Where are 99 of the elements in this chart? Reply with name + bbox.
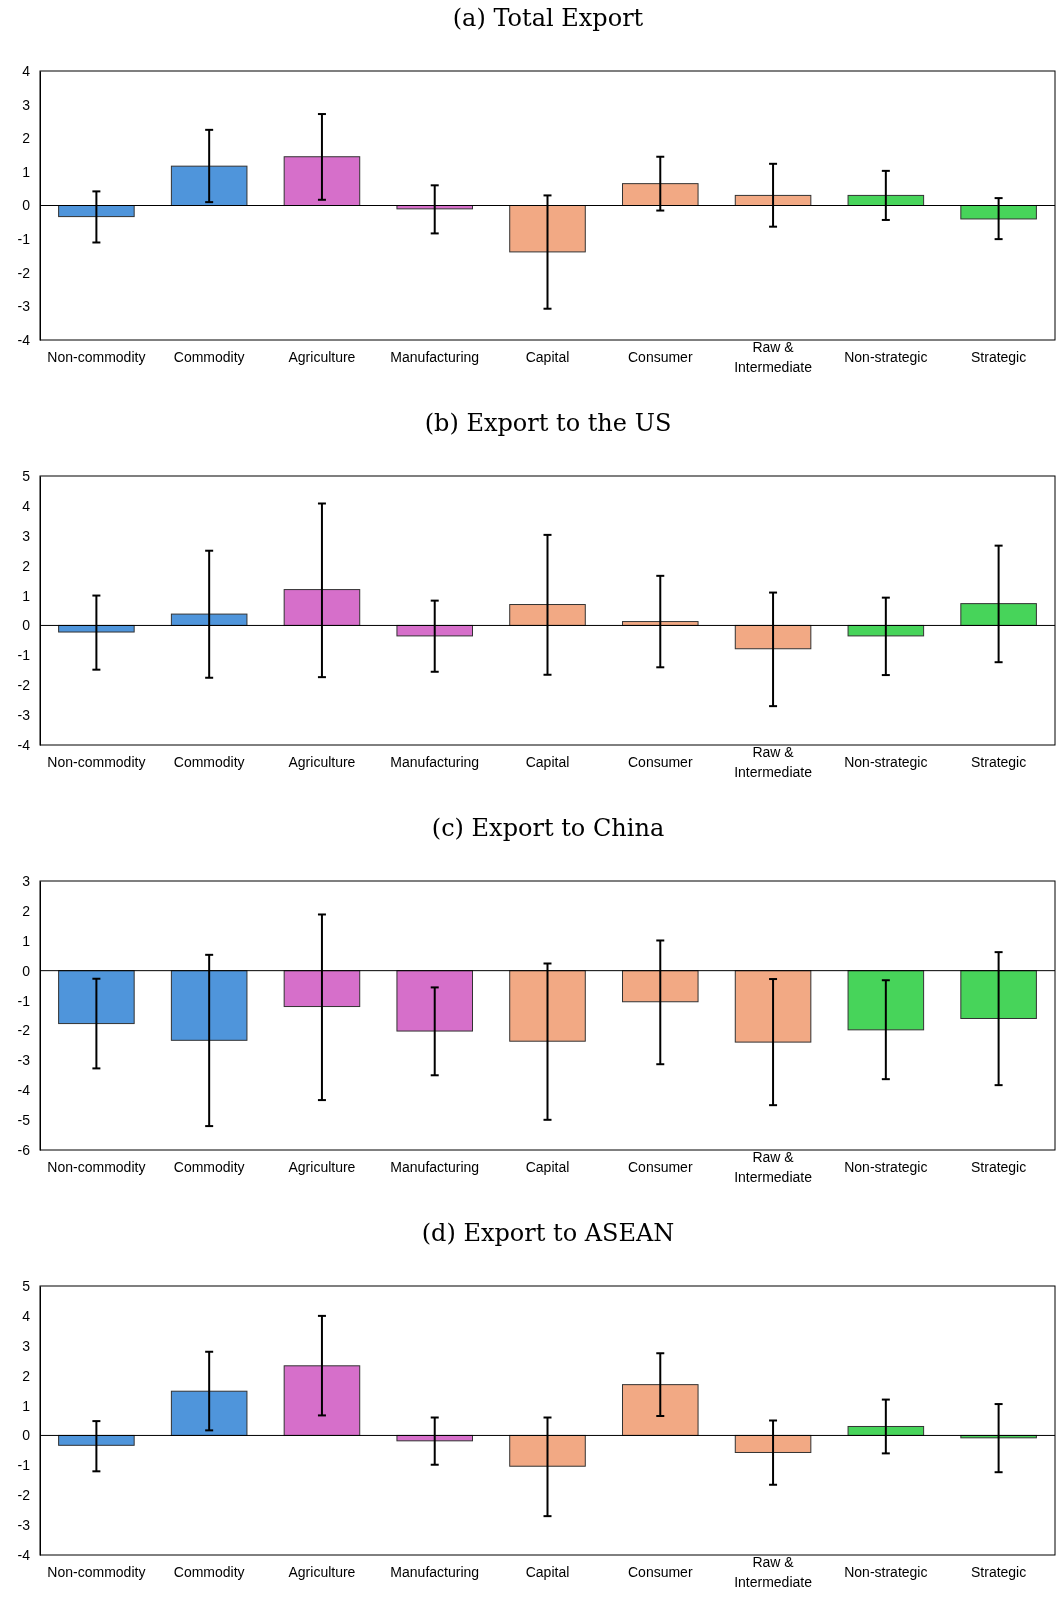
bar — [396, 624, 473, 637]
chart-title: (b) Export to the US — [424, 409, 672, 437]
y-tick-label: -1 — [17, 1457, 31, 1474]
y-tick-label: -4 — [17, 736, 31, 753]
x-tick-label: Agriculture — [288, 348, 356, 365]
x-tick-label: Commodity — [173, 1158, 245, 1175]
x-tick-label: Commodity — [173, 348, 245, 365]
x-tick-label: Raw & Intermediate — [734, 744, 813, 781]
x-tick-label: Non-strategic — [844, 348, 928, 365]
y-tick-label: -1 — [17, 647, 31, 664]
bar — [283, 1365, 361, 1436]
y-tick-label: 3 — [22, 872, 31, 889]
y-tick-label: 1 — [22, 163, 31, 180]
x-tick-label: Non-commodity — [47, 1563, 146, 1580]
bar — [396, 205, 473, 210]
x-tick-label: Manufacturing — [390, 1158, 480, 1175]
x-tick-label: Capital — [525, 1158, 570, 1175]
y-tick-label: 1 — [22, 587, 31, 604]
y-tick-label: -4 — [17, 1546, 31, 1563]
chart-title: (c) Export to China — [431, 814, 665, 842]
x-tick-label: Non-commodity — [47, 1158, 146, 1175]
bar — [622, 183, 699, 206]
x-tick-label: Strategic — [970, 753, 1027, 770]
bar — [509, 205, 586, 253]
x-tick-label: Capital — [525, 753, 570, 770]
bar — [960, 603, 1037, 626]
y-tick-label: 3 — [22, 1337, 31, 1354]
x-tick-label: Strategic — [970, 348, 1027, 365]
y-tick-label: -6 — [17, 1141, 31, 1158]
y-tick-label: -3 — [17, 707, 31, 724]
bar — [960, 205, 1037, 220]
x-tick-label: Capital — [525, 348, 570, 365]
y-tick-label: 4 — [22, 62, 31, 79]
y-tick-label: 2 — [22, 902, 31, 919]
y-tick-label: 4 — [22, 497, 31, 514]
y-tick-label: 2 — [22, 130, 31, 147]
x-tick-label: Agriculture — [288, 753, 356, 770]
y-tick-label: 2 — [22, 557, 31, 574]
x-tick-label: Non-commodity — [47, 753, 146, 770]
y-tick-label: -2 — [17, 1487, 31, 1504]
x-tick-label: Agriculture — [288, 1563, 356, 1580]
y-tick-label: 0 — [22, 962, 31, 979]
y-tick-label: -2 — [17, 677, 31, 694]
y-tick-label: -2 — [17, 264, 31, 281]
bar — [622, 1384, 699, 1436]
x-tick-label: Strategic — [970, 1158, 1027, 1175]
bar — [509, 1434, 586, 1467]
y-tick-label: -4 — [17, 331, 31, 348]
bar — [58, 1434, 135, 1446]
x-tick-label: Strategic — [970, 1563, 1027, 1580]
y-tick-label: 3 — [22, 96, 31, 113]
bar — [734, 624, 812, 650]
x-tick-label: Non-strategic — [844, 753, 928, 770]
x-tick-label: Manufacturing — [390, 1563, 480, 1580]
y-tick-label: 1 — [22, 932, 31, 949]
x-tick-label: Agriculture — [288, 1158, 356, 1175]
x-tick-label: Consumer — [627, 348, 693, 365]
x-tick-label: Capital — [525, 1563, 570, 1580]
chart-title: (d) Export to ASEAN — [421, 1219, 675, 1247]
y-tick-label: 3 — [22, 527, 31, 544]
y-tick-label: 5 — [22, 467, 31, 484]
bar — [734, 1434, 812, 1453]
x-tick-label: Consumer — [627, 753, 693, 770]
y-tick-label: -2 — [17, 1022, 31, 1039]
bar — [283, 156, 361, 206]
y-tick-label: -5 — [17, 1112, 31, 1129]
y-tick-label: -1 — [17, 992, 31, 1009]
bar — [170, 1390, 248, 1436]
x-tick-label: Manufacturing — [390, 753, 480, 770]
x-tick-label: Commodity — [173, 1563, 245, 1580]
y-tick-label: 4 — [22, 1307, 31, 1324]
x-tick-label: Non-strategic — [844, 1563, 928, 1580]
x-tick-label: Raw & Intermediate — [734, 1554, 813, 1591]
x-tick-label: Consumer — [627, 1563, 693, 1580]
y-tick-label: -3 — [17, 298, 31, 315]
y-tick-label: -1 — [17, 231, 31, 248]
y-tick-label: 5 — [22, 1277, 31, 1294]
x-tick-label: Non-strategic — [844, 1158, 928, 1175]
y-tick-label: 1 — [22, 1397, 31, 1414]
bar — [847, 624, 925, 637]
y-tick-label: 0 — [22, 617, 31, 634]
bar — [283, 589, 361, 626]
x-tick-label: Non-commodity — [47, 348, 146, 365]
y-tick-label: 2 — [22, 1367, 31, 1384]
y-tick-label: 0 — [22, 197, 31, 214]
bar — [509, 604, 586, 626]
x-tick-label: Consumer — [627, 1158, 693, 1175]
bar — [170, 613, 248, 626]
chart-title: (a) Total Export — [452, 4, 644, 32]
x-tick-label: Commodity — [173, 753, 245, 770]
x-tick-label: Manufacturing — [390, 348, 480, 365]
x-tick-label: Raw & Intermediate — [734, 339, 813, 376]
bar — [170, 165, 248, 206]
x-tick-label: Raw & Intermediate — [734, 1149, 813, 1186]
y-tick-label: -3 — [17, 1517, 31, 1534]
bar — [58, 624, 135, 633]
y-tick-label: -3 — [17, 1052, 31, 1069]
y-tick-label: 0 — [22, 1427, 31, 1444]
y-tick-label: -4 — [17, 1082, 31, 1099]
